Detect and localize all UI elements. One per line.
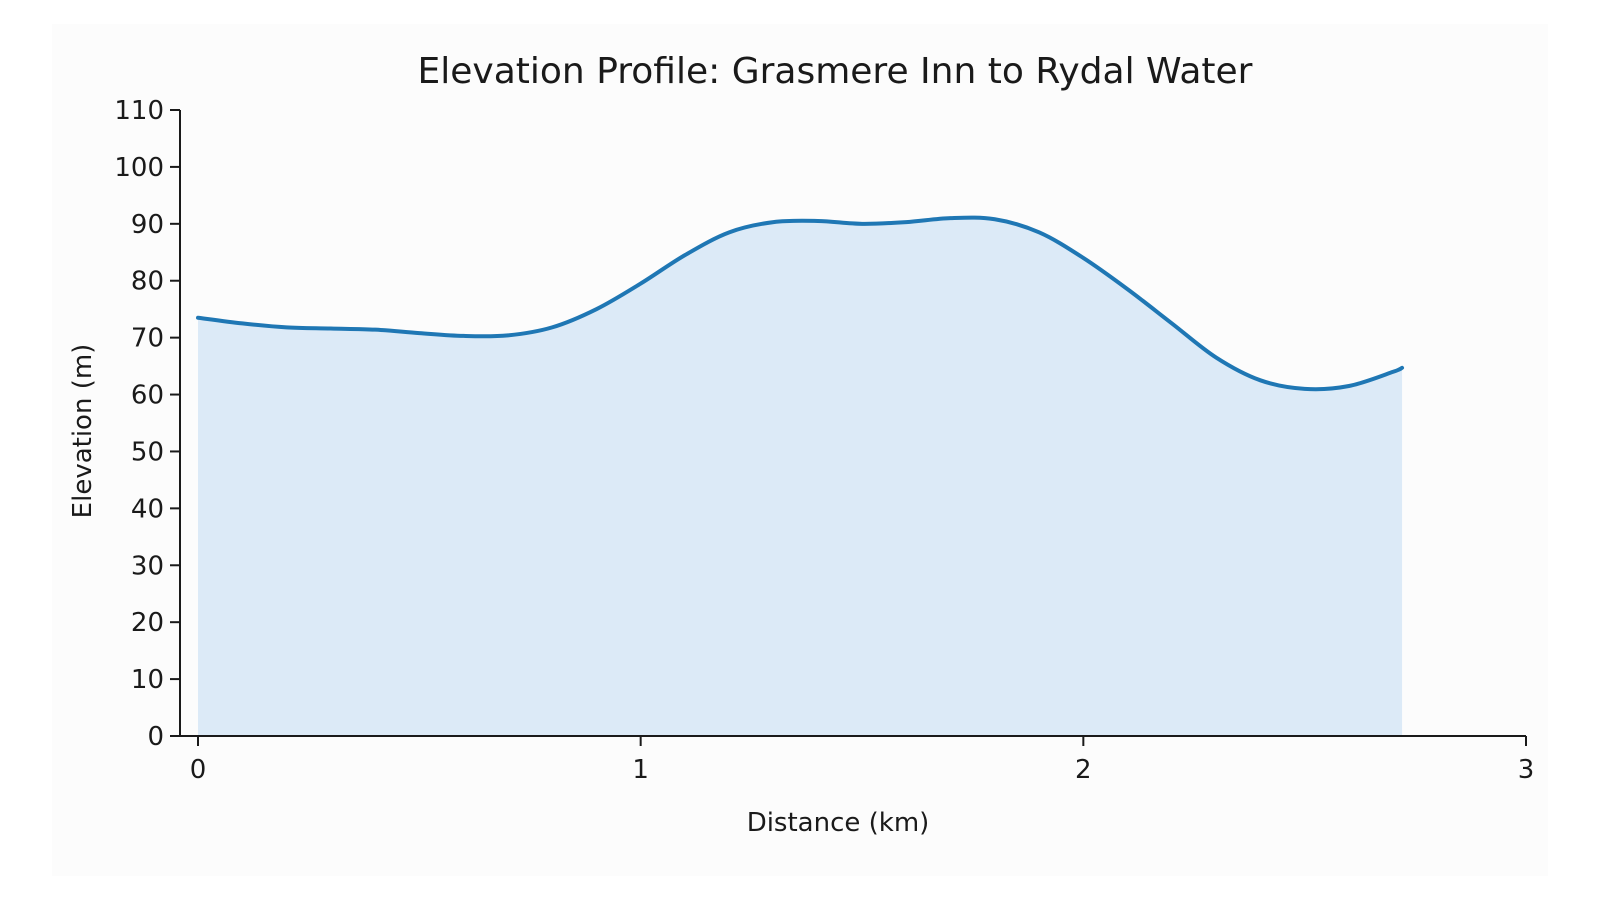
x-tick-label: 3 bbox=[1518, 755, 1535, 785]
y-tick-label: 0 bbox=[147, 722, 164, 752]
x-tick-label: 1 bbox=[632, 755, 649, 785]
y-tick-label: 100 bbox=[114, 153, 164, 183]
plot-area bbox=[196, 215, 1405, 737]
x-tick-label: 2 bbox=[1075, 755, 1092, 785]
y-tick-label: 60 bbox=[131, 381, 164, 411]
x-tick-label: 0 bbox=[190, 755, 207, 785]
y-tick-label: 110 bbox=[114, 96, 164, 126]
y-axis-label: Elevation (m) bbox=[68, 344, 98, 519]
elevation-line bbox=[196, 215, 1405, 392]
y-tick-label: 10 bbox=[131, 665, 164, 695]
axes: 0 10 20 30 40 50 60 70 80 90 100 110 0 1 2 3 bbox=[114, 96, 1534, 785]
y-tick-label: 90 bbox=[131, 210, 164, 240]
y-tick-label: 30 bbox=[131, 551, 164, 581]
y-tick-label: 40 bbox=[131, 494, 164, 524]
y-tick-label: 80 bbox=[131, 267, 164, 297]
chart-title: Elevation Profile: Grasmere Inn to Rydal… bbox=[418, 51, 1253, 92]
elevation-area-fill bbox=[198, 217, 1403, 737]
y-tick-label: 20 bbox=[131, 608, 164, 638]
x-axis-label: Distance (km) bbox=[747, 808, 930, 838]
y-tick-label: 70 bbox=[131, 324, 164, 354]
y-tick-label: 50 bbox=[131, 437, 164, 467]
